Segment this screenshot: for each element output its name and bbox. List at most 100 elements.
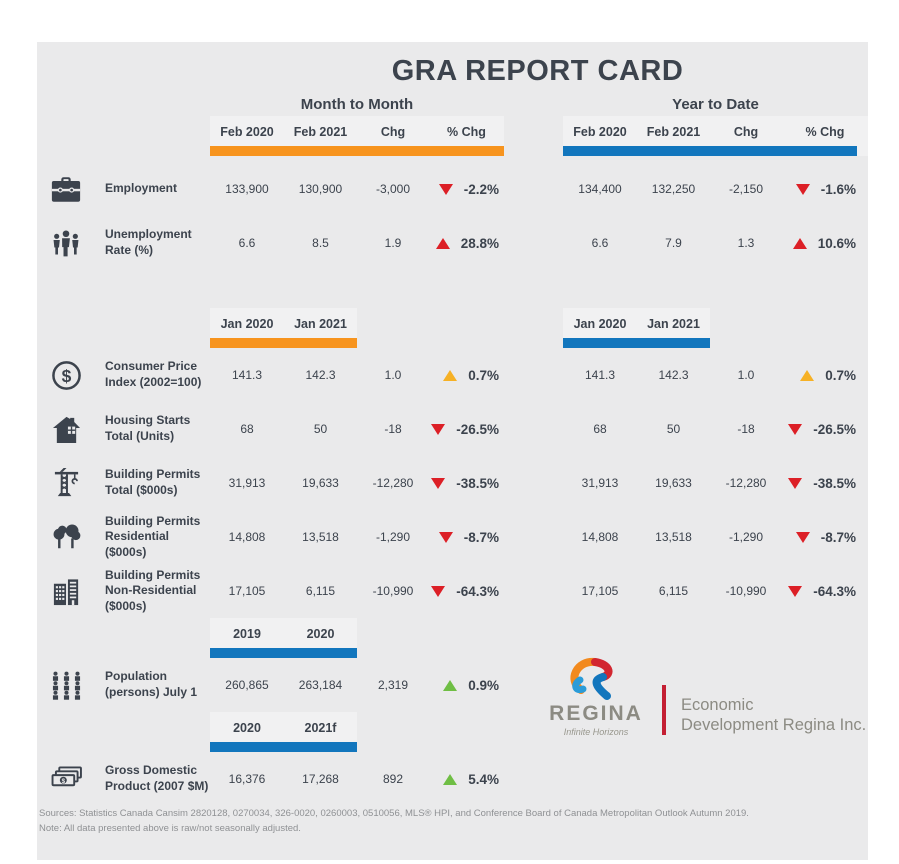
blue-bar [210, 648, 357, 658]
value-cell: -12,280 [725, 476, 767, 490]
blue-bar [563, 338, 710, 348]
pct-change-cell: -2.2% [429, 182, 504, 197]
value-cell: 142.3 [305, 368, 336, 382]
column-header-left: Feb 2020 Feb 2021 Chg % Chg [210, 116, 504, 156]
logo-divider [662, 685, 666, 735]
metric-label: Building Permits Total ($000s) [105, 467, 201, 497]
period-label: 2019 [233, 627, 261, 641]
value-cell: 50 [313, 422, 328, 436]
pct-change-cell: -1.6% [782, 182, 868, 197]
metric-row-briefcase: Employment 133,900 130,900 -3,000 -2.2% 134,4… [37, 162, 868, 216]
value-cell: 1.0 [384, 368, 402, 382]
briefcase-icon [37, 176, 95, 203]
pct-change-cell: 28.8% [429, 236, 504, 251]
pct-change-value: -64.3% [813, 583, 856, 599]
value-cell: -10,990 [372, 584, 414, 598]
pct-change-cell: 0.7% [782, 368, 868, 383]
metric-label: Population (persons) July 1 [105, 669, 198, 699]
value-cell: 19,633 [302, 476, 339, 490]
trend-down-icon [431, 423, 446, 435]
value-cell: 6,115 [305, 584, 336, 598]
report-card: GRA REPORT CARD Month to Month Year to D… [37, 42, 868, 860]
column-label: Chg [380, 125, 406, 139]
period-labels: 2019 2020 [210, 627, 357, 648]
period-header-left: Jan 2020 Jan 2021 [210, 308, 357, 348]
column-label: Feb 2021 [646, 125, 701, 139]
trend-down-icon [438, 531, 453, 543]
orange-bar [210, 338, 357, 348]
value-cell: 1.0 [737, 368, 755, 382]
pct-change-cell: -64.3% [782, 584, 868, 599]
edr-org-line1: Economic [681, 696, 754, 715]
sources-line: Sources: Statistics Canada Cansim 282012… [39, 808, 749, 819]
pct-change-value: -38.5% [813, 475, 856, 491]
pct-change-value: 0.7% [468, 367, 499, 383]
pct-change-value: -26.5% [456, 421, 499, 437]
trees-icon [37, 522, 95, 552]
pct-change-value: -2.2% [463, 181, 499, 197]
pct-change-value: -8.7% [820, 529, 856, 545]
value-cell: 17,268 [302, 772, 339, 786]
pct-change-cell: -26.5% [782, 422, 868, 437]
value-cell: 17,105 [581, 584, 619, 598]
period-labels: Jan 2020 Jan 2021 [563, 317, 710, 338]
regina-wordmark: REGINA [549, 702, 643, 725]
pct-change-value: -38.5% [456, 475, 499, 491]
trend-up-icon [443, 773, 458, 785]
group-title-row: Month to Month Year to Date [37, 92, 868, 116]
value-cell: -18 [384, 422, 402, 436]
value-cell: 31,913 [228, 476, 266, 490]
pct-change-value: 10.6% [817, 235, 856, 251]
orange-accent-bar [210, 146, 504, 156]
blue-accent-bar [563, 146, 857, 156]
period-header-row: 2020 2021f [37, 712, 868, 752]
trend-up-icon [435, 237, 450, 249]
edr-org-line2: Development Regina Inc. [681, 715, 867, 734]
trend-down-icon [788, 585, 803, 597]
period-labels: Jan 2020 Jan 2021 [210, 317, 357, 338]
pct-change-value: -1.6% [820, 181, 856, 197]
metric-label: Consumer Price Index (2002=100) [105, 359, 202, 389]
pct-change-value: -26.5% [813, 421, 856, 437]
pct-change-cell: -8.7% [782, 530, 868, 545]
period-header-right: Jan 2020 Jan 2021 [563, 308, 710, 348]
crowd-icon [37, 671, 95, 700]
pct-change-cell: -38.5% [782, 476, 868, 491]
period-label: 2020 [306, 627, 335, 641]
house-icon [37, 415, 95, 444]
buildings-icon [37, 576, 95, 607]
value-cell: 892 [382, 772, 404, 786]
value-cell: 134,400 [578, 182, 622, 196]
banknotes-icon: $ [37, 766, 95, 792]
metric-row-people: Unemployment Rate (%) 6.6 8.5 1.9 28.8% 6.6 7.… [37, 216, 868, 270]
period-label: 2021f [304, 721, 337, 735]
note-line: Note: All data presented above is raw/no… [39, 822, 301, 834]
pct-change-value: 5.4% [468, 771, 499, 787]
value-cell: -1,290 [728, 530, 764, 544]
pct-change-cell: 0.7% [429, 368, 504, 383]
value-cell: 8.5 [312, 236, 329, 250]
value-cell: 17,105 [228, 584, 266, 598]
blue-bar [210, 742, 357, 752]
pct-change-cell: -64.3% [429, 584, 504, 599]
metric-label: Employment [105, 181, 178, 196]
value-cell: 1.9 [384, 236, 402, 250]
metric-label: Building Permits Non-Residential ($000s) [105, 567, 201, 613]
group-title-month-to-month: Month to Month [300, 95, 414, 113]
value-cell: 6.6 [238, 236, 256, 250]
trend-up-icon [792, 237, 807, 249]
value-cell: 13,518 [655, 530, 692, 544]
value-cell: 31,913 [581, 476, 619, 490]
metric-row-banknotes: $ Gross Domestic Product (2007 $M) 16,376 1… [37, 752, 868, 806]
period-header-left: 2020 2021f [210, 712, 357, 752]
value-cell: 6.6 [591, 236, 609, 250]
value-cell: 133,900 [225, 182, 269, 196]
value-cell: -1,290 [375, 530, 411, 544]
svg-text:$: $ [61, 778, 65, 785]
crane-icon [37, 467, 95, 500]
column-header-row: Feb 2020 Feb 2021 Chg % Chg Feb 2020 Feb… [37, 116, 868, 156]
column-label: Feb 2020 [573, 125, 627, 139]
period-header-row: 2019 2020 [37, 618, 868, 658]
column-labels-right: Feb 2020 Feb 2021 Chg % Chg [563, 125, 868, 146]
